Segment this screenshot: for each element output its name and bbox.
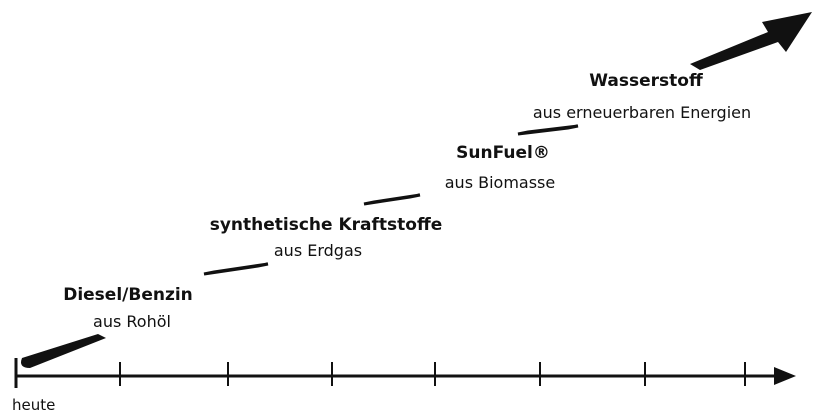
path-segment — [363, 193, 421, 206]
stage-title: synthetische Kraftstoffe — [210, 215, 443, 235]
final-arrow — [690, 12, 812, 70]
stage-subtitle: aus Biomasse — [445, 173, 555, 192]
axis-start-label: heute — [12, 396, 55, 414]
stage-title: Wasserstoff — [589, 71, 703, 91]
path-segment — [517, 124, 579, 136]
axis-ticks — [14, 358, 746, 388]
path-segment — [203, 262, 269, 276]
stage-subtitle: aus Erdgas — [274, 241, 362, 260]
stage-title: Diesel/Benzin — [63, 285, 193, 305]
stage-title: SunFuel® — [456, 143, 550, 163]
path-segment — [21, 334, 106, 368]
axis-arrowhead — [774, 367, 796, 385]
stage-subtitle: aus Rohöl — [93, 312, 171, 331]
stage-subtitle: aus erneuerbaren Energien — [533, 103, 751, 122]
